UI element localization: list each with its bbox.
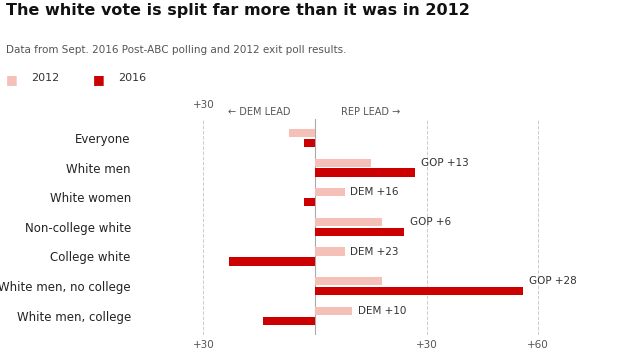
Text: DEM +16: DEM +16 [350, 187, 399, 197]
Text: DEM +23: DEM +23 [350, 247, 399, 257]
Text: Data from Sept. 2016 Post-ABC polling and 2012 exit poll results.: Data from Sept. 2016 Post-ABC polling an… [6, 45, 347, 55]
Text: 2012: 2012 [31, 73, 60, 83]
Bar [229, 257, 315, 266]
Bar [315, 247, 345, 256]
Bar [315, 188, 345, 196]
Bar [315, 158, 371, 167]
Text: REP LEAD →: REP LEAD → [341, 107, 401, 117]
Bar [315, 307, 352, 315]
Bar [315, 218, 382, 226]
Bar [263, 317, 315, 325]
Bar [304, 198, 315, 206]
Bar [315, 277, 382, 285]
Text: +30: +30 [192, 100, 215, 110]
Bar [304, 139, 315, 147]
Text: ← DEM LEAD: ← DEM LEAD [228, 107, 290, 117]
Text: The white vote is split far more than it was in 2012: The white vote is split far more than it… [6, 3, 470, 18]
Text: ■: ■ [93, 73, 105, 86]
Text: GOP +13: GOP +13 [421, 158, 469, 168]
Bar [289, 129, 315, 137]
Text: DEM +10: DEM +10 [358, 306, 406, 316]
Bar [315, 228, 404, 236]
Text: GOP +28: GOP +28 [529, 276, 577, 286]
Bar [315, 287, 523, 295]
Bar [315, 168, 415, 177]
Text: ■: ■ [6, 73, 18, 86]
Text: 2016: 2016 [118, 73, 146, 83]
Text: GOP +6: GOP +6 [410, 217, 451, 227]
